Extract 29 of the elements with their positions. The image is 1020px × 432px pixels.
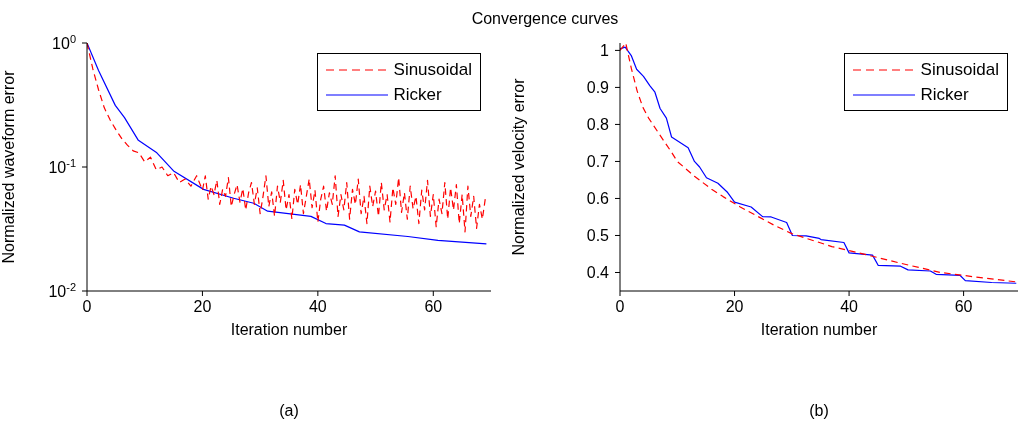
x-tick-label: 0 — [82, 298, 92, 315]
y-tick-label: 0.9 — [586, 79, 610, 97]
x-tick-label: 0 — [615, 298, 625, 315]
x-tick-label: 60 — [424, 298, 443, 315]
y-axis-title: Normalized waveform error — [0, 69, 17, 264]
x-tick-label: 40 — [308, 298, 327, 315]
text: (b) — [808, 402, 830, 420]
y-axis-title: Normalized velocity error — [509, 77, 527, 256]
y-tick-label: 0.8 — [586, 116, 610, 134]
y-tick-label: 0.4 — [586, 264, 610, 282]
text: (a) — [278, 402, 300, 420]
x-tick-label: 20 — [725, 298, 744, 315]
x-axis-title: Iteration number — [760, 321, 878, 338]
y-tick-label: 10$^{-1}$ — [48, 157, 76, 176]
y-tick-label: 10$^{0}$ — [52, 33, 76, 52]
y-tick-label: 0.5 — [586, 227, 610, 245]
x-tick-label: 40 — [840, 298, 859, 315]
x-tick-label: 60 — [954, 298, 973, 315]
legend-label: Sinusoidal — [393, 59, 472, 81]
legend-label: Ricker — [920, 84, 969, 106]
y-tick-label: 0.7 — [586, 153, 610, 171]
legend-label: Sinusoidal — [920, 59, 999, 81]
legend-label: Ricker — [393, 84, 442, 106]
text: Convergence curves — [470, 10, 620, 28]
y-tick-label: 10$^{-2}$ — [48, 281, 76, 300]
y-tick-label: 1 — [600, 42, 610, 60]
y-tick-label: 0.6 — [586, 190, 610, 208]
x-axis-title: Iteration number — [230, 321, 348, 338]
x-tick-label: 20 — [193, 298, 212, 315]
